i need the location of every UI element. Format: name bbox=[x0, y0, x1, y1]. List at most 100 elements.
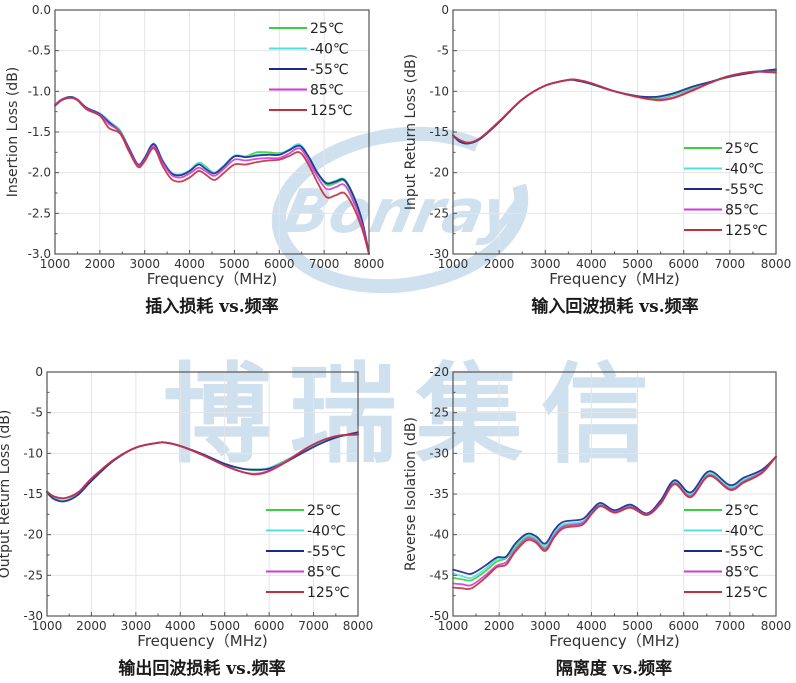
legend-label: 25℃ bbox=[307, 503, 341, 519]
legend-label: 25℃ bbox=[725, 141, 759, 157]
y-tick-label: -30 bbox=[429, 446, 449, 460]
y-tick-label: -2.0 bbox=[28, 166, 51, 180]
x-tick-label: 3000 bbox=[121, 619, 152, 633]
x-axis-label: Frequency（MHz) bbox=[549, 632, 679, 650]
x-tick-label: 7000 bbox=[309, 257, 340, 271]
legend-label: 125℃ bbox=[725, 223, 767, 239]
legend-label: 85℃ bbox=[725, 565, 759, 581]
y-tick-label: -20 bbox=[23, 528, 43, 542]
x-tick-label: 7000 bbox=[715, 257, 746, 271]
y-axis-label: Insertion Loss (dB) bbox=[5, 67, 21, 198]
y-tick-label: -30 bbox=[429, 247, 449, 261]
chart-output-return-loss: 1000 2000 3000 4000 5000 6000 7000 8000 0 -5 -10 -1… bbox=[0, 365, 373, 650]
x-tick-label: 2000 bbox=[484, 619, 515, 633]
y-tick-label: -25 bbox=[23, 568, 43, 582]
x-tick-label: 2000 bbox=[76, 619, 107, 633]
caption-insertion-loss: 插入损耗 vs.频率 bbox=[145, 297, 279, 317]
x-tick-label: 6000 bbox=[668, 619, 699, 633]
y-axis: -20 -25 -30 -35 -40 -45 -50 bbox=[429, 365, 457, 623]
x-tick-label: 5000 bbox=[622, 619, 653, 633]
y-axis-label: Reverse Isolation (dB) bbox=[403, 417, 419, 571]
x-tick-label: 1000 bbox=[32, 619, 63, 633]
legend: 25℃ -40℃ -55℃ 85℃ 125℃ bbox=[684, 503, 767, 601]
y-tick-label: 0.0 bbox=[32, 3, 51, 17]
legend-label: -55℃ bbox=[725, 544, 764, 560]
series-line-0 bbox=[452, 69, 777, 145]
y-axis: 0.0 -0.5 -1.0 -1.5 -2.0 -2.5 -3.0 bbox=[28, 3, 59, 261]
bonray-watermark-text: Bonray bbox=[277, 178, 531, 247]
x-tick-label: 7000 bbox=[715, 619, 746, 633]
legend-label: -40℃ bbox=[310, 42, 349, 58]
series-line-1 bbox=[452, 455, 777, 580]
x-tick-label: 2000 bbox=[484, 257, 515, 271]
caption-output-return-loss: 输出回波损耗 vs.频率 bbox=[118, 659, 286, 679]
y-tick-label: -5 bbox=[437, 44, 449, 58]
x-tick-label: 1000 bbox=[438, 619, 469, 633]
x-tick-label: 1000 bbox=[438, 257, 469, 271]
y-tick-label: -5 bbox=[31, 406, 43, 420]
x-tick-label: 8000 bbox=[343, 619, 374, 633]
y-tick-label: 0 bbox=[35, 365, 43, 379]
chart-insertion-loss: 1000 2000 3000 4000 5000 6000 7000 8000 0.0 -0.5 -… bbox=[5, 3, 384, 288]
chart-reverse-isolation: 1000 2000 3000 4000 5000 6000 7000 8000 -20 -25 -3… bbox=[403, 365, 791, 650]
series-line-4 bbox=[54, 96, 370, 255]
series-line-2 bbox=[452, 455, 777, 575]
x-tick-label: 7000 bbox=[298, 619, 329, 633]
x-tick-label: 2000 bbox=[85, 257, 116, 271]
series-line-4 bbox=[452, 70, 777, 144]
y-tick-label: -1.5 bbox=[28, 125, 51, 139]
y-tick-label: -15 bbox=[429, 125, 449, 139]
x-axis-label: Frequency（MHz) bbox=[549, 270, 679, 288]
x-tick-label: 5000 bbox=[219, 257, 250, 271]
x-axis: 1000 2000 3000 4000 5000 6000 7000 8000 bbox=[32, 612, 374, 633]
x-tick-label: 3000 bbox=[530, 619, 561, 633]
legend-label: 85℃ bbox=[725, 203, 759, 219]
y-axis: 0 -5 -10 -15 -20 -25 -30 bbox=[23, 365, 51, 623]
legend: 25℃ -40℃ -55℃ 85℃ 125℃ bbox=[684, 141, 767, 239]
series-lines bbox=[452, 68, 777, 145]
x-tick-label: 4000 bbox=[576, 619, 607, 633]
caption-reverse-isolation: 隔离度 vs.频率 bbox=[555, 659, 673, 679]
y-axis-label: Input Return Loss (dB) bbox=[403, 54, 419, 210]
series-lines bbox=[452, 455, 777, 591]
legend: 25℃ -40℃ -55℃ 85℃ 125℃ bbox=[266, 503, 349, 601]
x-tick-label: 6000 bbox=[254, 619, 285, 633]
legend-label: -40℃ bbox=[725, 524, 764, 540]
x-axis: 1000 2000 3000 4000 5000 6000 7000 8000 bbox=[438, 250, 791, 271]
legend-label: -55℃ bbox=[307, 544, 346, 560]
legend-label: -55℃ bbox=[725, 182, 764, 198]
y-axis: 0 -5 -10 -15 -20 -25 -30 bbox=[429, 3, 457, 261]
y-tick-label: -30 bbox=[23, 609, 43, 623]
caption-input-return-loss: 输入回波损耗 vs.频率 bbox=[531, 297, 699, 317]
legend-label: 85℃ bbox=[307, 565, 341, 581]
y-tick-label: -25 bbox=[429, 406, 449, 420]
series-lines bbox=[54, 96, 370, 255]
x-tick-label: 3000 bbox=[129, 257, 160, 271]
series-lines bbox=[46, 431, 359, 503]
y-tick-label: -0.5 bbox=[28, 44, 51, 58]
series-line-4 bbox=[452, 455, 777, 591]
x-tick-label: 1000 bbox=[40, 257, 71, 271]
y-tick-label: -35 bbox=[429, 487, 449, 501]
y-tick-label: -2.5 bbox=[28, 206, 51, 220]
y-tick-label: -15 bbox=[23, 487, 43, 501]
x-tick-label: 4000 bbox=[174, 257, 205, 271]
y-tick-label: -45 bbox=[429, 568, 449, 582]
legend-label: -40℃ bbox=[307, 524, 346, 540]
x-tick-label: 5000 bbox=[209, 619, 240, 633]
series-line-4 bbox=[46, 433, 359, 500]
x-tick-label: 6000 bbox=[264, 257, 295, 271]
y-tick-label: -50 bbox=[429, 609, 449, 623]
legend: 25℃ -40℃ -55℃ 85℃ 125℃ bbox=[269, 21, 352, 119]
y-tick-label: -25 bbox=[429, 206, 449, 220]
y-tick-label: -1.0 bbox=[28, 84, 51, 98]
legend-label: 85℃ bbox=[310, 83, 344, 99]
legend-label: -40℃ bbox=[725, 162, 764, 178]
chart-input-return-loss: 1000 2000 3000 4000 5000 6000 7000 8000 0 -5 -10 -1… bbox=[403, 3, 791, 288]
x-tick-label: 3000 bbox=[530, 257, 561, 271]
legend-label: 125℃ bbox=[310, 103, 352, 119]
x-axis-label: Frequency（MHz) bbox=[137, 632, 267, 650]
x-axis: 1000 2000 3000 4000 5000 6000 7000 8000 bbox=[438, 612, 791, 633]
